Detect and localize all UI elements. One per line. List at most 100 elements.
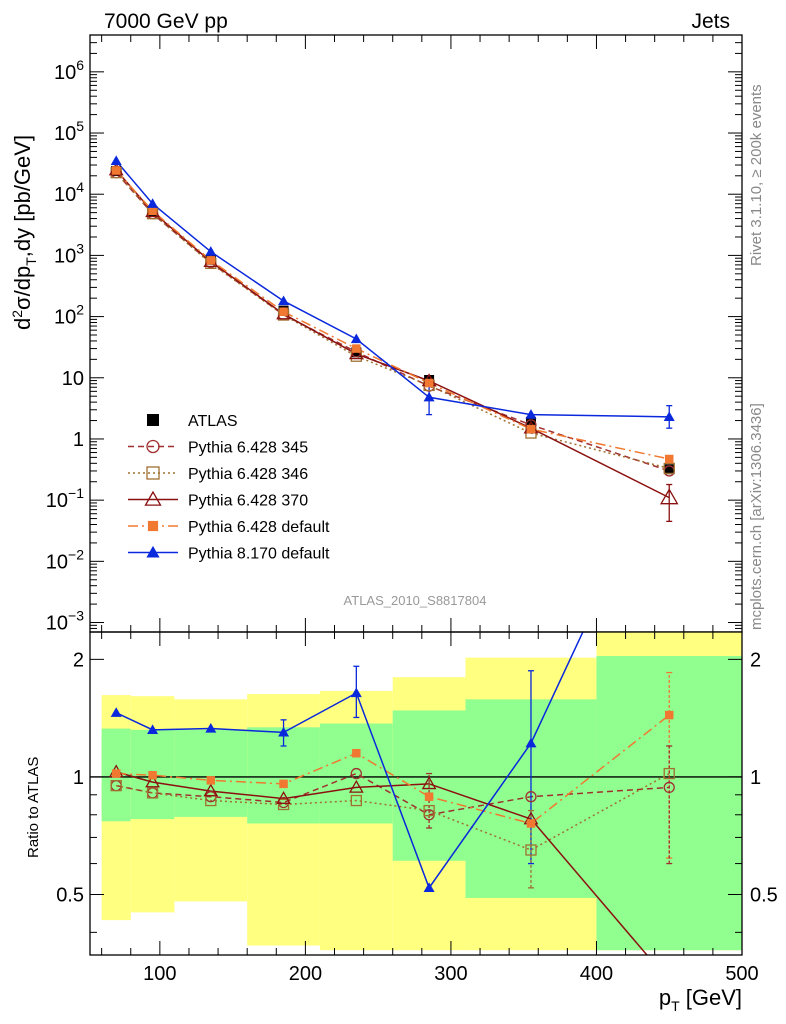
ratio-point-pythia-6-428-346-marker [277, 798, 290, 811]
ratio-point-pythia-6-428-default-marker [664, 710, 674, 720]
main-point-pythia-6-428-default-marker [148, 206, 157, 216]
ratio-line-pythia-6-428-370 [115, 771, 648, 955]
ratio-y-tick-label-right: 2 [750, 649, 761, 671]
uncertainty-band-green [174, 729, 248, 817]
ratio-point-pythia-6-428-345-marker [663, 781, 675, 794]
main-point-pythia-6-428-default-marker [279, 307, 288, 316]
legend-label-pythia-8-170-default: Pythia 8.170 default [188, 546, 330, 563]
ratio-y-tick-label: 0.5 [56, 885, 84, 907]
legend-pythia-6-428-345-marker [146, 439, 160, 454]
ratio-point-pythia-6-428-default-marker [279, 779, 288, 789]
ratio-y-tick-label: 2 [73, 649, 84, 671]
ratio-point-pythia-6-428-370-marker [348, 779, 364, 793]
main-y-tick-label: 105 [54, 118, 84, 145]
x-tick-label: 300 [434, 963, 467, 985]
legend-pythia-6-428-370-marker [144, 490, 162, 506]
main-y-tick-label: 10−2 [46, 546, 84, 573]
ratio-y-tick-label: 1 [73, 767, 84, 789]
main-y-tick-label: 1 [73, 429, 84, 451]
legend-pythia-6-428-346-marker [146, 466, 160, 480]
x-tick-label: 400 [580, 963, 613, 985]
analysis-id-label: ATLAS_2010_S8817804 [344, 593, 487, 608]
main-series [108, 155, 679, 523]
ratio-point-pythia-6-428-345-marker [525, 791, 537, 803]
ratio-y-axis-label: Ratio to ATLAS [25, 757, 42, 858]
legend-atlas-marker [147, 414, 159, 426]
legend: ATLAS Pythia 6.428 345 Pythia 6.428 346 Pyt… [128, 413, 330, 563]
ratio-line-pythia-6-428-346 [116, 772, 670, 851]
header-right-label: Jets [691, 10, 730, 33]
main-point-pythia-8-170-default-marker [423, 391, 435, 402]
ratio-point-pythia-8-170-default-marker [423, 882, 435, 892]
mcplots-label: mcplots.cern.ch [arXiv:1306.3436] [748, 403, 765, 630]
main-point-pythia-6-428-346-marker [663, 462, 675, 475]
ratio-frame [89, 631, 743, 956]
ratio-point-pythia-6-428-370-marker [276, 791, 291, 804]
rivet-version-label: Rivet 3.1.10, ≥ 200k events [748, 84, 765, 266]
ratio-content [90, 632, 742, 955]
ratio-point-pythia-6-428-346-marker [146, 787, 159, 799]
ratio-point-pythia-6-428-default-marker [111, 769, 121, 778]
ratio-panel: 0.5 0.5 1 1 2 2 100 200 300 400 500 [56, 631, 778, 985]
ratio-point-pythia-6-428-346-marker [525, 844, 537, 856]
ratio-point-pythia-8-170-default-marker [110, 707, 122, 717]
ratio-point-pythia-6-428-370-marker [421, 776, 437, 790]
main-y-tick-label: 10 [62, 368, 84, 390]
legend-pythia-6-428-default-marker [147, 520, 159, 532]
main-point-pythia-6-428-default-marker [111, 166, 121, 175]
main-point-pythia-6-428-default-marker [526, 424, 536, 434]
ratio-point-pythia-8-170-default-marker [205, 723, 217, 733]
legend-label-pythia-6-428-370: Pythia 6.428 370 [188, 493, 308, 510]
x-tick-label: 200 [289, 963, 322, 985]
ratio-point-pythia-8-170-default-marker [350, 687, 362, 698]
main-point-pythia-8-170-default-marker [278, 295, 290, 306]
ratio-point-pythia-6-428-default-marker [526, 819, 536, 828]
main-point-pythia-8-170-default-marker [663, 411, 675, 421]
main-line-pythia-6-428-default [115, 169, 670, 460]
main-y-tick-label: 102 [54, 302, 84, 329]
ratio-point-pythia-6-428-370-marker [203, 783, 219, 797]
ratio-ticks: 0.5 0.5 1 1 2 2 100 200 300 400 500 [56, 632, 778, 985]
ratio-point-pythia-6-428-default-marker [352, 748, 361, 758]
x-tick-label: 500 [725, 963, 758, 985]
ratio-point-pythia-6-428-346-marker [350, 794, 362, 807]
ratio-y-tick-label-right: 0.5 [750, 885, 778, 907]
main-ticks: 10−3 10−2 10−1 1 10 102 103 104 105 106 [46, 34, 743, 635]
x-tick-label: 100 [143, 963, 176, 985]
legend-label-pythia-6-428-345: Pythia 6.428 345 [188, 440, 308, 457]
legend-label-pythia-6-428-346: Pythia 6.428 346 [188, 466, 308, 483]
ratio-line-pythia-6-428-default [116, 714, 670, 825]
main-line-pythia-6-428-370 [115, 169, 670, 499]
main-y-tick-label: 104 [54, 179, 84, 206]
main-point-pythia-6-428-370-marker [659, 488, 679, 505]
main-y-tick-label: 10−1 [46, 485, 84, 512]
ratio-point-pythia-6-428-370-marker [145, 774, 160, 788]
ratio-point-pythia-8-170-default-marker [278, 726, 290, 737]
ratio-point-pythia-6-428-346-marker [110, 779, 122, 792]
ratio-y-tick-label-right: 1 [750, 767, 761, 789]
main-point-atlas-marker [664, 464, 675, 475]
main-y-tick-label: 106 [54, 57, 84, 84]
main-y-axis-label: d2σ/dpT,dy [pb/GeV] [9, 135, 39, 330]
legend-label-pythia-6-428-default: Pythia 6.428 default [188, 519, 330, 536]
main-y-tick-label: 10−3 [46, 608, 84, 635]
legend-label-atlas: ATLAS [188, 413, 238, 430]
main-point-pythia-8-170-default-marker [350, 333, 362, 344]
main-point-pythia-8-170-default-marker [110, 155, 122, 166]
x-axis-label: pT [GeV] [659, 985, 742, 1014]
main-point-pythia-6-428-default-marker [664, 454, 674, 464]
header-left-label: 7000 GeV pp [104, 10, 228, 33]
main-y-tick-label: 103 [54, 240, 84, 267]
ratio-point-pythia-6-428-346-marker [663, 767, 675, 780]
ratio-point-pythia-6-428-default-marker [424, 792, 434, 801]
main-line-pythia-6-428-346 [115, 172, 670, 470]
ratio-line-pythia-8-170-default [115, 632, 584, 890]
ratio-point-pythia-6-428-default-marker [206, 776, 216, 785]
main-point-pythia-6-428-default-marker [206, 256, 216, 265]
main-line-pythia-8-170-default [115, 160, 670, 418]
main-point-pythia-8-170-default-marker [205, 246, 217, 256]
ratio-point-pythia-8-170-default-marker [147, 724, 159, 734]
ratio-point-pythia-8-170-default-marker [525, 737, 537, 748]
main-panel: 10−3 10−2 10−1 1 10 102 103 104 105 106 [46, 34, 743, 635]
